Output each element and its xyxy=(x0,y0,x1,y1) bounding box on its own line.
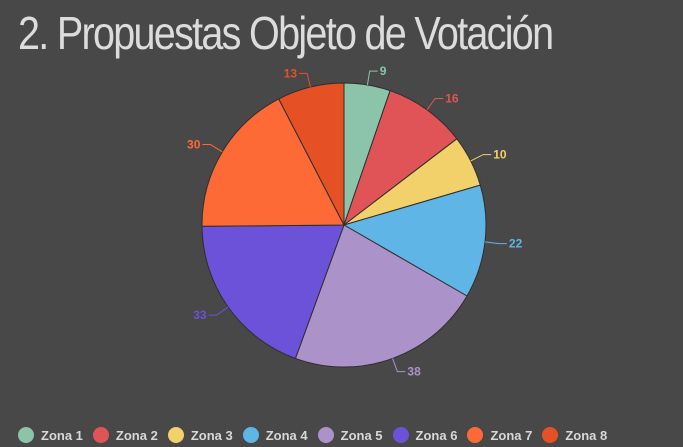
legend-item-zona-5[interactable]: Zona 5 xyxy=(317,427,383,443)
label-connector-zona-7 xyxy=(202,144,223,153)
legend-swatch-icon xyxy=(242,427,259,443)
data-label-connectors xyxy=(202,70,507,373)
data-label-zona-7: 30 xyxy=(187,138,201,152)
chart-title: 2. Propuestas Objeto de Votación xyxy=(18,7,554,59)
legend-item-zona-1[interactable]: Zona 1 xyxy=(18,427,83,443)
data-label-zona-4: 22 xyxy=(509,237,523,251)
data-label-zona-1: 9 xyxy=(380,64,387,78)
legend-swatch-icon xyxy=(467,427,484,443)
label-connector-zona-1 xyxy=(366,70,378,85)
legend-label: Zona 8 xyxy=(565,427,608,443)
legend-swatch-icon xyxy=(92,427,109,443)
legend-label: Zona 5 xyxy=(340,427,383,443)
legend-item-zona-2[interactable]: Zona 2 xyxy=(92,427,158,443)
label-connector-zona-5 xyxy=(392,358,406,373)
pie-slice-zona-2[interactable] xyxy=(343,90,458,226)
legend-item-zona-8[interactable]: Zona 8 xyxy=(542,427,607,443)
data-label-zona-3: 10 xyxy=(493,148,507,162)
legend-label: Zona 1 xyxy=(41,427,83,443)
legend: Zona 1 Zona 2 Zona 3 Zona 4 Zona 5 Zona 6 Zona… xyxy=(18,427,617,443)
pie-slice-zona-4[interactable] xyxy=(343,184,487,297)
label-connector-zona-6 xyxy=(208,306,229,316)
pie-slices xyxy=(201,82,487,368)
legend-swatch-icon xyxy=(542,427,559,443)
legend-label: Zona 7 xyxy=(490,427,533,443)
legend-swatch-icon xyxy=(392,427,409,443)
pie-slice-zona-8[interactable] xyxy=(278,82,345,226)
legend-swatch-icon xyxy=(317,427,334,443)
legend-item-zona-3[interactable]: Zona 3 xyxy=(167,427,233,443)
legend-item-zona-6[interactable]: Zona 6 xyxy=(392,427,458,443)
legend-item-zona-4[interactable]: Zona 4 xyxy=(242,427,308,443)
data-label-zona-6: 33 xyxy=(193,308,207,322)
data-label-zona-8: 13 xyxy=(284,66,298,80)
pie-slice-zona-7[interactable] xyxy=(201,98,345,227)
legend-swatch-icon xyxy=(18,427,34,443)
label-connector-zona-8 xyxy=(299,72,311,88)
legend-swatch-icon xyxy=(167,427,184,443)
label-connector-zona-2 xyxy=(426,98,444,111)
legend-item-zona-7[interactable]: Zona 7 xyxy=(467,427,532,443)
legend-label: Zona 6 xyxy=(415,427,458,443)
data-label-zona-2: 16 xyxy=(445,92,459,106)
legend-label: Zona 4 xyxy=(265,427,308,443)
data-label-zona-5: 38 xyxy=(407,365,421,379)
data-labels: 9 16 10 22 38 33 30 13 xyxy=(187,64,523,379)
legend-label: Zona 2 xyxy=(115,427,158,443)
label-connector-zona-3 xyxy=(470,154,492,162)
label-connector-zona-4 xyxy=(484,241,507,245)
legend-label: Zona 3 xyxy=(190,427,233,443)
